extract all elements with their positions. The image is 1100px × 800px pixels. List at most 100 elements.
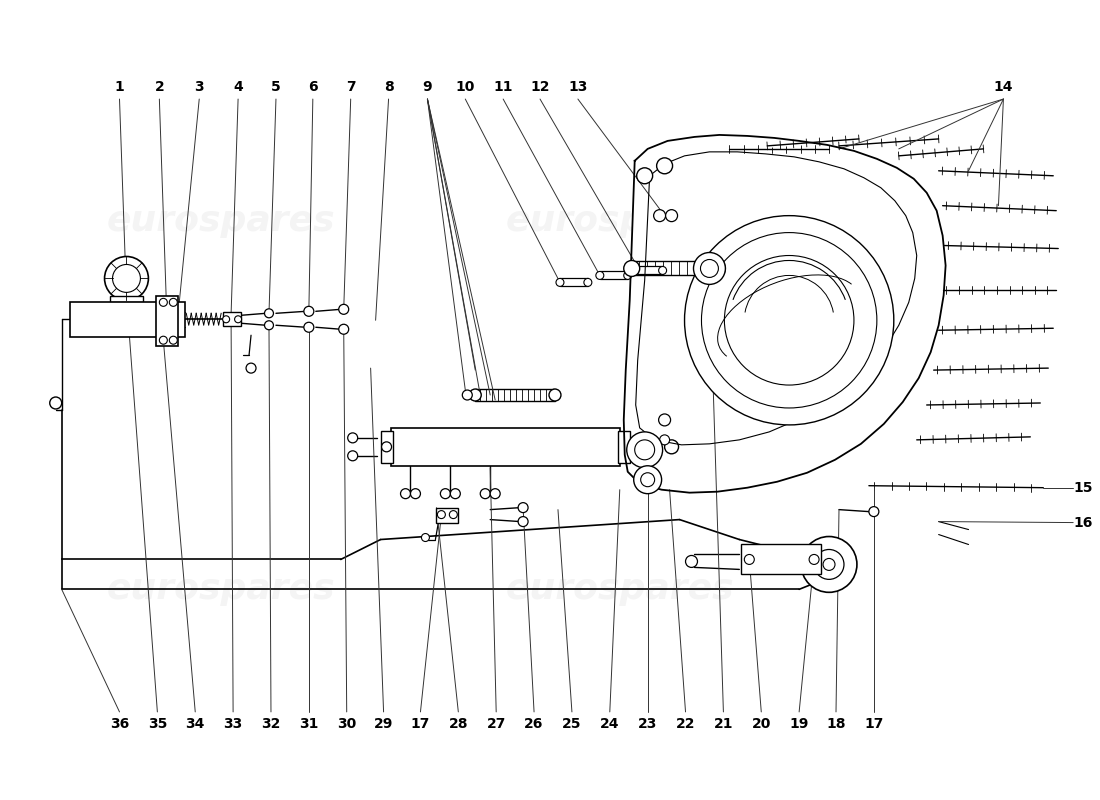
Text: 11: 11 (494, 80, 513, 94)
Circle shape (348, 433, 358, 443)
Circle shape (470, 389, 481, 401)
Bar (437, 508, 459, 522)
Circle shape (635, 440, 654, 460)
Text: 29: 29 (374, 717, 394, 731)
Text: 15: 15 (1074, 481, 1092, 494)
Circle shape (50, 397, 62, 409)
Circle shape (634, 466, 661, 494)
Circle shape (421, 534, 429, 542)
Bar (618, 431, 629, 462)
Bar (600, 271, 628, 279)
Circle shape (234, 316, 242, 322)
Circle shape (462, 390, 472, 400)
Text: 26: 26 (525, 717, 543, 731)
Text: eurospares: eurospares (107, 572, 336, 606)
Circle shape (624, 271, 631, 279)
Circle shape (440, 489, 450, 498)
Text: eurospares: eurospares (505, 572, 734, 606)
Circle shape (160, 336, 167, 344)
Circle shape (348, 451, 358, 461)
Circle shape (450, 489, 460, 498)
Bar (741, 545, 821, 574)
Circle shape (304, 322, 313, 332)
Text: 22: 22 (675, 717, 695, 731)
Circle shape (264, 309, 274, 318)
Circle shape (624, 261, 640, 277)
Circle shape (169, 298, 177, 306)
Bar (110, 296, 143, 302)
Text: 33: 33 (223, 717, 243, 731)
Circle shape (222, 316, 230, 322)
Circle shape (339, 304, 349, 314)
Circle shape (725, 255, 854, 385)
Circle shape (556, 278, 564, 286)
Text: 32: 32 (262, 717, 280, 731)
Circle shape (400, 489, 410, 498)
Circle shape (450, 510, 458, 518)
Text: 2: 2 (154, 80, 164, 94)
Text: 27: 27 (486, 717, 506, 731)
Text: 6: 6 (308, 80, 318, 94)
Text: 24: 24 (600, 717, 619, 731)
Circle shape (112, 265, 141, 292)
Text: 30: 30 (337, 717, 356, 731)
Circle shape (169, 336, 177, 344)
Text: 1: 1 (114, 80, 124, 94)
Circle shape (660, 435, 670, 445)
Text: 31: 31 (299, 717, 319, 731)
Bar (560, 278, 587, 286)
Circle shape (491, 489, 501, 498)
Circle shape (666, 210, 678, 222)
Text: eurospares: eurospares (505, 204, 734, 238)
Text: 10: 10 (455, 80, 475, 94)
Circle shape (304, 306, 313, 316)
Circle shape (664, 440, 679, 454)
Circle shape (640, 473, 654, 486)
Circle shape (814, 550, 844, 579)
Circle shape (481, 489, 491, 498)
Circle shape (438, 510, 446, 518)
Circle shape (745, 554, 755, 565)
Circle shape (684, 216, 894, 425)
Text: 28: 28 (449, 717, 469, 731)
Bar (381, 431, 393, 462)
Circle shape (339, 324, 349, 334)
Circle shape (518, 502, 528, 513)
Circle shape (659, 266, 667, 274)
Circle shape (264, 321, 274, 330)
Text: 20: 20 (751, 717, 771, 731)
Circle shape (596, 271, 604, 279)
Circle shape (549, 389, 561, 401)
Text: 34: 34 (186, 717, 205, 731)
Text: 21: 21 (714, 717, 733, 731)
Circle shape (410, 489, 420, 498)
Circle shape (518, 517, 528, 526)
Circle shape (246, 363, 256, 373)
Text: 3: 3 (195, 80, 204, 94)
Circle shape (104, 257, 148, 300)
Text: 18: 18 (826, 717, 846, 731)
Circle shape (630, 266, 639, 274)
Text: 7: 7 (345, 80, 355, 94)
Bar (223, 312, 241, 326)
Text: 36: 36 (110, 717, 129, 731)
Text: 19: 19 (790, 717, 808, 731)
Circle shape (869, 506, 879, 517)
Circle shape (657, 158, 672, 174)
Text: 5: 5 (271, 80, 281, 94)
Circle shape (810, 554, 820, 565)
Circle shape (637, 168, 652, 184)
Circle shape (701, 259, 718, 278)
Circle shape (702, 233, 877, 408)
Text: 23: 23 (638, 717, 658, 731)
Text: 25: 25 (562, 717, 582, 731)
Circle shape (382, 442, 392, 452)
Text: 14: 14 (993, 80, 1013, 94)
Bar (390, 428, 619, 466)
Bar (156, 296, 178, 346)
Circle shape (693, 253, 725, 285)
Circle shape (659, 414, 671, 426)
Circle shape (705, 258, 725, 278)
Bar (69, 302, 185, 338)
Circle shape (823, 558, 835, 570)
